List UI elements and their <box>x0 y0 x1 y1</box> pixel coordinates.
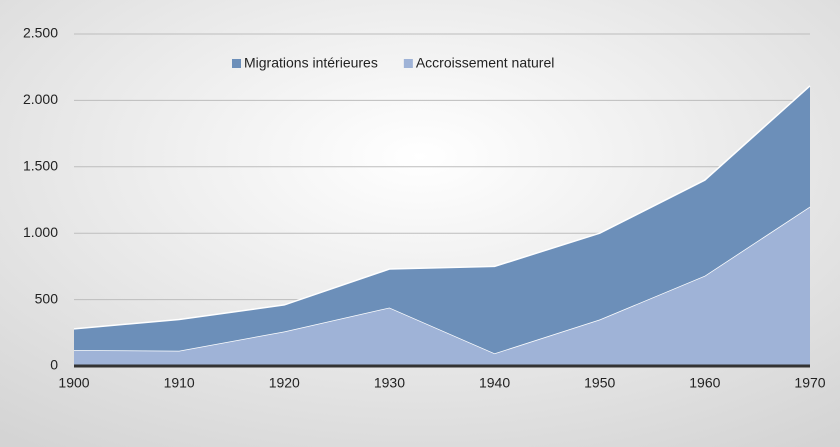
legend-swatch <box>232 59 241 68</box>
y-tick-label: 1.000 <box>23 224 58 240</box>
y-tick-label: 0 <box>50 357 58 373</box>
x-tick-label: 1940 <box>479 375 510 391</box>
legend-label: Migrations intérieures <box>244 55 378 71</box>
x-tick-label: 1920 <box>269 375 300 391</box>
area <box>74 85 810 354</box>
legend-swatch <box>403 59 413 68</box>
x-tick-label: 1950 <box>584 375 615 391</box>
y-tick-label: 500 <box>35 290 59 306</box>
legend-label: Accroissement naturel <box>416 55 555 71</box>
area-edge <box>73 85 811 330</box>
y-tick-label: 2.000 <box>23 91 58 107</box>
y-tick-label: 1.500 <box>23 158 58 174</box>
x-tick-label: 1910 <box>164 375 195 391</box>
x-tick-label: 1900 <box>58 375 89 391</box>
x-tick-label: 1970 <box>794 375 825 391</box>
x-tick-label: 1960 <box>689 375 720 391</box>
area <box>74 206 810 366</box>
y-tick-label: 2.500 <box>23 25 58 41</box>
x-tick-label: 1930 <box>374 375 405 391</box>
